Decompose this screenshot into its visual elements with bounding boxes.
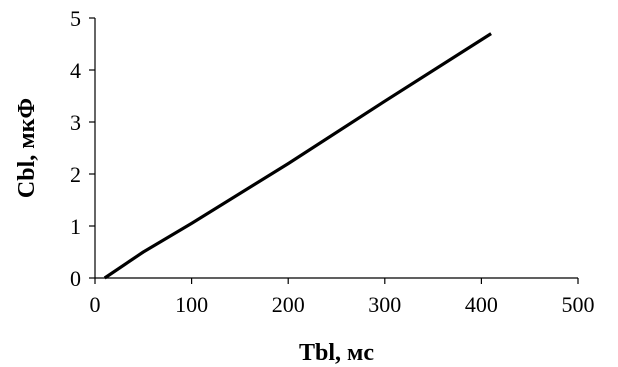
- x-tick-label: 300: [368, 292, 401, 317]
- series-layer: [103, 32, 492, 280]
- y-tick-label: 5: [70, 6, 81, 31]
- y-ticks: 0 1 2 3 4 5: [70, 6, 95, 291]
- y-tick-label: 2: [70, 162, 81, 187]
- plot-area: 0 100 200 300 400 500 0 1 2 3 4 5: [70, 6, 595, 317]
- x-axis-title: Tbl, мс: [299, 340, 374, 366]
- y-tick-label: 0: [70, 266, 81, 291]
- x-tick-label: 100: [175, 292, 208, 317]
- x-tick-label: 0: [90, 292, 101, 317]
- x-tick-label: 200: [272, 292, 305, 317]
- y-tick-label: 1: [70, 214, 81, 239]
- y-axis-title: Cbl, мкФ: [14, 98, 40, 198]
- x-tick-label: 500: [562, 292, 595, 317]
- y-tick-label: 4: [70, 58, 81, 83]
- y-tick-label: 3: [70, 110, 81, 135]
- series-line: [103, 32, 492, 280]
- x-ticks: 0 100 200 300 400 500: [90, 278, 595, 317]
- x-tick-label: 400: [465, 292, 498, 317]
